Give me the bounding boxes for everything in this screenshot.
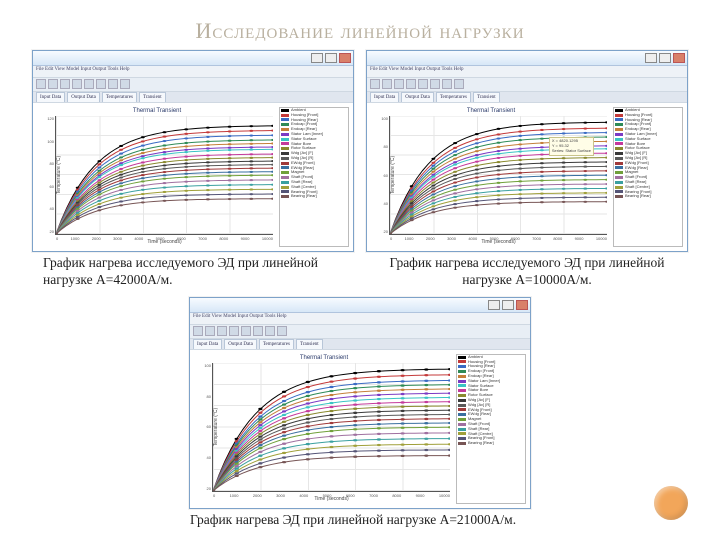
tab-strip[interactable]: Input Data Output Data Temperatures Tran… bbox=[190, 339, 530, 350]
title-bar bbox=[33, 51, 353, 66]
chart-col-2: File Edit View Model Input Output Tools … bbox=[366, 50, 688, 289]
page-title: Исследование линейной нагрузки bbox=[20, 18, 700, 44]
tab-output[interactable]: Output Data bbox=[67, 92, 100, 102]
chart-col-1: File Edit View Model Input Output Tools … bbox=[32, 50, 354, 289]
y-ticks: 12010080604020 bbox=[44, 116, 54, 234]
y-ticks: 10080604020 bbox=[378, 116, 388, 234]
tab-input[interactable]: Input Data bbox=[193, 339, 222, 349]
tab-transient[interactable]: Transient bbox=[139, 92, 166, 102]
plot-area-3: Thermal Transient Temperature (°C) Time … bbox=[190, 350, 530, 508]
close-icon[interactable] bbox=[339, 53, 351, 63]
tab-strip[interactable]: Input Data Output Data Temperatures Tran… bbox=[33, 92, 353, 103]
curves-svg-3 bbox=[213, 363, 450, 491]
plot-area-1: Thermal Transient Temperature (°C) Time … bbox=[33, 103, 353, 251]
top-row: File Edit View Model Input Output Tools … bbox=[20, 50, 700, 289]
menu-bar[interactable]: File Edit View Model Input Output Tools … bbox=[190, 313, 530, 325]
curves-svg-1 bbox=[56, 116, 273, 234]
maximize-icon[interactable] bbox=[659, 53, 671, 63]
legend-2: AmbientHousing [Front]Housing [Rear]Endc… bbox=[613, 107, 683, 247]
slide: Исследование линейной нагрузки File Edit… bbox=[0, 0, 720, 540]
accent-dot-icon bbox=[654, 486, 688, 520]
tab-temps[interactable]: Temperatures bbox=[436, 92, 471, 102]
tab-transient[interactable]: Transient bbox=[473, 92, 500, 102]
axes-2: Temperature (°C) Time (seconds) 01000200… bbox=[389, 116, 607, 235]
tab-temps[interactable]: Temperatures bbox=[102, 92, 137, 102]
chart-inner-title: Thermal Transient bbox=[37, 107, 277, 116]
chart-window-1: File Edit View Model Input Output Tools … bbox=[32, 50, 354, 252]
menu-bar[interactable]: File Edit View Model Input Output Tools … bbox=[367, 66, 687, 78]
axes-1: Temperature (°C) Time (seconds) 01000200… bbox=[55, 116, 273, 235]
chart-inner-title: Thermal Transient bbox=[194, 354, 454, 363]
tab-strip[interactable]: Input Data Output Data Temperatures Tran… bbox=[367, 92, 687, 103]
bottom-row: File Edit View Model Input Output Tools … bbox=[20, 297, 700, 529]
minimize-icon[interactable] bbox=[488, 300, 500, 310]
legend-1: AmbientHousing [Front]Housing [Rear]Endc… bbox=[279, 107, 349, 247]
caption-1: График нагрева исследуемого ЭД при линей… bbox=[43, 255, 343, 289]
maximize-icon[interactable] bbox=[502, 300, 514, 310]
chart-window-3: File Edit View Model Input Output Tools … bbox=[189, 297, 531, 509]
chart-col-3: File Edit View Model Input Output Tools … bbox=[189, 297, 531, 529]
minimize-icon[interactable] bbox=[311, 53, 323, 63]
tab-input[interactable]: Input Data bbox=[36, 92, 65, 102]
x-ticks: 0100020003000400050006000700080009000100… bbox=[213, 493, 450, 498]
caption-2: График нагрева исследуемого ЭД при линей… bbox=[367, 255, 687, 289]
menu-bar[interactable]: File Edit View Model Input Output Tools … bbox=[33, 66, 353, 78]
y-ticks: 10080604020 bbox=[201, 363, 211, 491]
x-ticks: 0100020003000400050006000700080009000100… bbox=[56, 236, 273, 241]
chart-tooltip: X = 4820.1295 Y = 95.32 Series: Stator S… bbox=[549, 137, 594, 155]
toolbar[interactable] bbox=[367, 78, 687, 92]
curves-svg-2 bbox=[390, 116, 607, 234]
toolbar[interactable] bbox=[190, 325, 530, 339]
plot-area-2: Thermal Transient Temperature (°C) Time … bbox=[367, 103, 687, 251]
title-bar bbox=[190, 298, 530, 313]
x-ticks: 0100020003000400050006000700080009000100… bbox=[390, 236, 607, 241]
close-icon[interactable] bbox=[673, 53, 685, 63]
minimize-icon[interactable] bbox=[645, 53, 657, 63]
tab-temps[interactable]: Temperatures bbox=[259, 339, 294, 349]
tab-output[interactable]: Output Data bbox=[224, 339, 257, 349]
maximize-icon[interactable] bbox=[325, 53, 337, 63]
tab-transient[interactable]: Transient bbox=[296, 339, 323, 349]
close-icon[interactable] bbox=[516, 300, 528, 310]
tab-input[interactable]: Input Data bbox=[370, 92, 399, 102]
caption-3: График нагрева ЭД при линейной нагрузке … bbox=[190, 512, 530, 529]
tab-output[interactable]: Output Data bbox=[401, 92, 434, 102]
chart-inner-title: Thermal Transient bbox=[371, 107, 611, 116]
title-bar bbox=[367, 51, 687, 66]
toolbar[interactable] bbox=[33, 78, 353, 92]
legend-3: AmbientHousing [Front]Housing [Rear]Endc… bbox=[456, 354, 526, 504]
axes-3: Temperature (°C) Time (seconds) 01000200… bbox=[212, 363, 450, 492]
chart-window-2: File Edit View Model Input Output Tools … bbox=[366, 50, 688, 252]
